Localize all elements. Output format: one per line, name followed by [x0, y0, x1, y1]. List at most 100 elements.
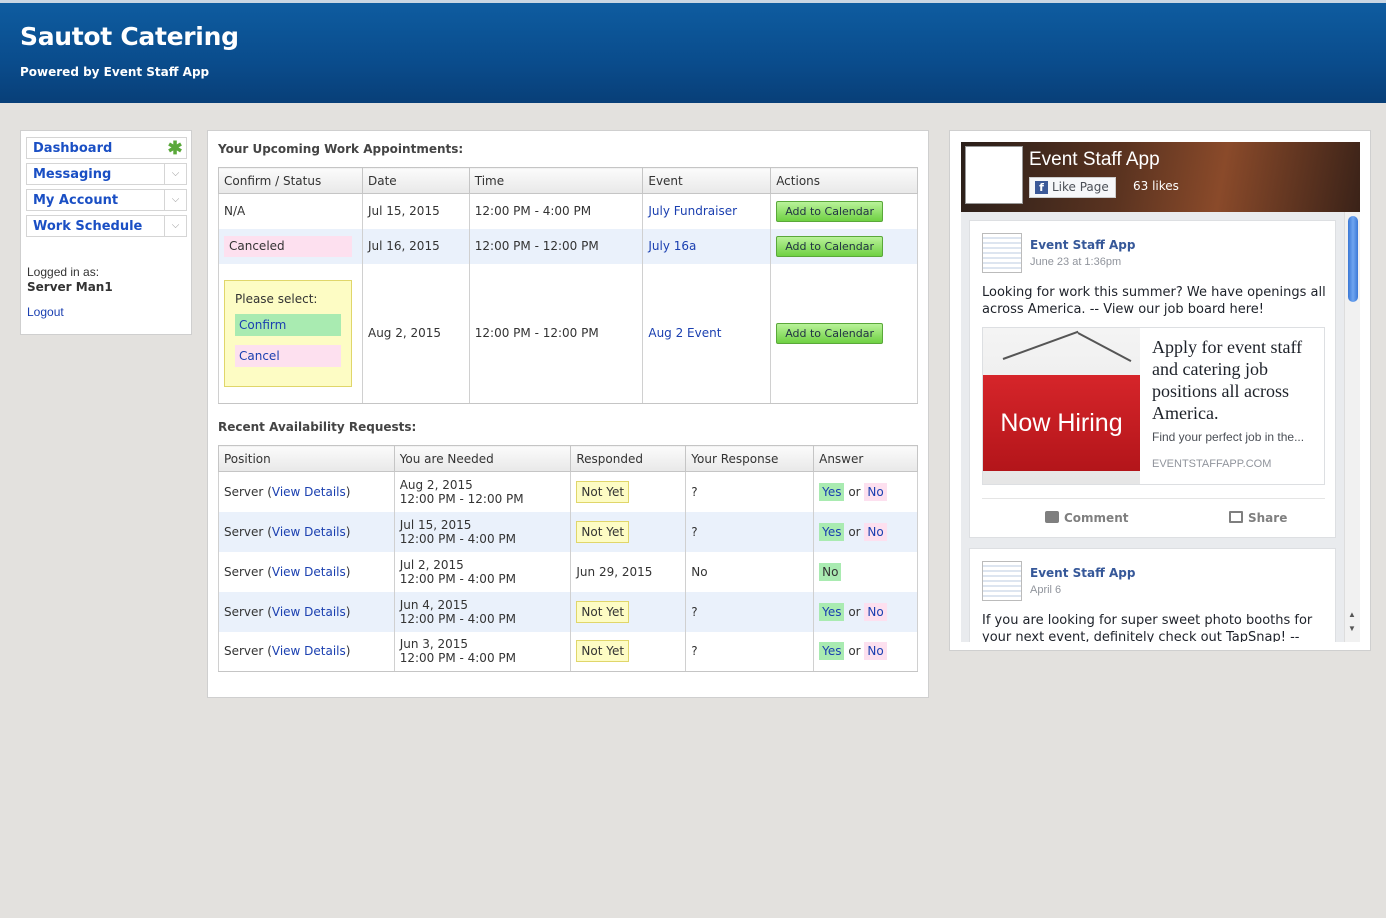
response-cell: No [685, 551, 815, 592]
page-avatar[interactable] [965, 146, 1023, 204]
like-page-button[interactable]: f Like Page [1029, 177, 1116, 198]
table-row: N/A Jul 15, 2015 12:00 PM - 4:00 PM July… [218, 193, 918, 229]
feed-scrollbar[interactable]: ▲ ▼ [1344, 212, 1360, 642]
view-details-link[interactable]: View Details [271, 484, 346, 499]
answer-cell: Yes or No [813, 511, 918, 552]
no-button[interactable]: No [864, 642, 887, 661]
nav-dashboard[interactable]: Dashboard ✱ [26, 137, 187, 159]
add-to-calendar-button[interactable]: Add to Calendar [776, 200, 883, 222]
nav-my-account[interactable]: My Account ⌵ [26, 189, 187, 211]
event-link[interactable]: Aug 2 Event [648, 326, 722, 341]
attachment-domain: EVENTSTAFFAPP.COM [1152, 458, 1272, 470]
fb-post: Event Staff App June 23 at 1:36pm Lookin… [969, 220, 1336, 538]
responded-badge: Not Yet [576, 480, 630, 503]
event-link[interactable]: July Fundraiser [648, 204, 738, 219]
company-title: Sautot Catering [20, 22, 239, 51]
logged-in-label: Logged in as: [27, 265, 100, 279]
table-header-row: Position You are Needed Responded Your R… [218, 445, 918, 472]
fb-page-name[interactable]: Event Staff App [1029, 149, 1160, 170]
post-attachment[interactable]: Now Hiring Apply for event staff and cat… [982, 327, 1325, 485]
comment-button[interactable]: Comment [1045, 511, 1128, 525]
response-cell: ? [685, 591, 815, 632]
post-date[interactable]: June 23 at 1:36pm [1030, 256, 1122, 268]
column-header: Responded [570, 445, 687, 472]
nav-messaging[interactable]: Messaging ⌵ [26, 163, 187, 185]
date-cell: Jul 16, 2015 [361, 228, 470, 264]
sign-text: Now Hiring [983, 375, 1140, 471]
cancel-button[interactable]: Cancel [235, 344, 341, 367]
date-cell: Aug 2, 2015 [361, 263, 470, 404]
share-icon [1229, 511, 1243, 523]
fb-post: Event Staff App April 6 If you are looki… [969, 548, 1336, 642]
answer-cell: No [813, 551, 918, 592]
view-details-link[interactable]: View Details [271, 564, 346, 579]
comment-icon [1045, 511, 1059, 523]
scroll-down-icon[interactable]: ▼ [1348, 624, 1356, 633]
table-header-row: Confirm / Status Date Time Event Actions [218, 167, 918, 194]
add-to-calendar-button[interactable]: Add to Calendar [776, 235, 883, 257]
attachment-title: Apply for event staff and catering job p… [1152, 337, 1303, 423]
table-row: Server (View Details) Jun 4, 2015 12:00 P… [218, 591, 918, 632]
scroll-thumb[interactable] [1348, 216, 1358, 302]
now-hiring-image: Now Hiring [983, 328, 1140, 484]
post-avatar[interactable] [982, 561, 1022, 601]
divider [982, 498, 1325, 499]
answer-cell: Yes or No [813, 471, 918, 512]
answer-cell: Yes or No [813, 591, 918, 632]
post-avatar[interactable] [982, 233, 1022, 273]
no-button[interactable]: No [864, 602, 887, 621]
add-to-calendar-button[interactable]: Add to Calendar [776, 322, 883, 344]
status-badge: Canceled [224, 235, 352, 257]
yes-button[interactable]: Yes [819, 482, 845, 501]
post-text: If you are looking for super sweet photo… [982, 613, 1313, 642]
table-row: Canceled Jul 16, 2015 12:00 PM - 12:00 P… [218, 228, 918, 264]
yes-button[interactable]: Yes [819, 522, 845, 541]
needed-cell: Jun 3, 2015 12:00 PM - 4:00 PM [393, 631, 572, 672]
table-row: Server (View Details) Jun 3, 2015 12:00 P… [218, 631, 918, 672]
share-button[interactable]: Share [1229, 511, 1287, 525]
time-cell: 12:00 PM - 12:00 PM [468, 228, 644, 264]
attachment-desc: Find your perfect job in the... [1152, 430, 1305, 444]
chevron-down-icon[interactable]: ⌵ [164, 216, 186, 236]
app-header: Sautot Catering Powered by Event Staff A… [0, 0, 1386, 103]
appointments-table: Confirm / Status Date Time Event Actions… [218, 167, 918, 404]
table-row: Server (View Details) Jul 2, 2015 12:00 P… [218, 551, 918, 592]
response-cell: ? [685, 511, 815, 552]
view-details-link[interactable]: View Details [271, 524, 346, 539]
yes-button[interactable]: Yes [819, 602, 845, 621]
no-button[interactable]: No [864, 522, 887, 541]
asterisk-icon: ✱ [167, 138, 183, 158]
powered-by: Powered by Event Staff App [20, 65, 210, 79]
time-cell: 12:00 PM - 4:00 PM [468, 193, 644, 229]
date-cell: Jul 15, 2015 [361, 193, 470, 229]
position-cell: Server (View Details) [218, 551, 395, 592]
column-header: Answer [813, 445, 918, 472]
view-details-link[interactable]: View Details [271, 644, 346, 659]
table-row: Server (View Details) Aug 2, 2015 12:00 P… [218, 471, 918, 512]
fb-cover: Event Staff App f Like Page 63 likes [961, 142, 1360, 212]
nav-work-schedule[interactable]: Work Schedule ⌵ [26, 215, 187, 237]
post-author[interactable]: Event Staff App [1030, 238, 1136, 252]
chevron-down-icon[interactable]: ⌵ [164, 190, 186, 210]
responded-badge: Not Yet [576, 600, 630, 623]
position-cell: Server (View Details) [218, 591, 395, 632]
scroll-up-icon[interactable]: ▲ [1348, 610, 1356, 619]
position-cell: Server (View Details) [218, 631, 395, 672]
event-link[interactable]: July 16a [648, 239, 697, 253]
view-details-link[interactable]: View Details [271, 604, 346, 619]
post-author[interactable]: Event Staff App [1030, 566, 1136, 580]
responded-badge: Not Yet [576, 640, 630, 663]
confirm-select-box: Please select: Confirm Cancel [224, 279, 352, 387]
status-cell: N/A [218, 193, 363, 229]
logout-link[interactable]: Logout [27, 305, 64, 319]
yes-button[interactable]: Yes [819, 642, 845, 661]
position-cell: Server (View Details) [218, 511, 395, 552]
appointments-title: Your Upcoming Work Appointments: [218, 142, 464, 156]
column-header: Time [468, 167, 644, 194]
no-button[interactable]: No [864, 482, 887, 501]
post-date[interactable]: April 6 [1030, 584, 1062, 596]
confirm-button[interactable]: Confirm [235, 313, 341, 336]
column-header: You are Needed [393, 445, 572, 472]
chevron-down-icon[interactable]: ⌵ [164, 164, 186, 184]
position-cell: Server (View Details) [218, 471, 395, 512]
